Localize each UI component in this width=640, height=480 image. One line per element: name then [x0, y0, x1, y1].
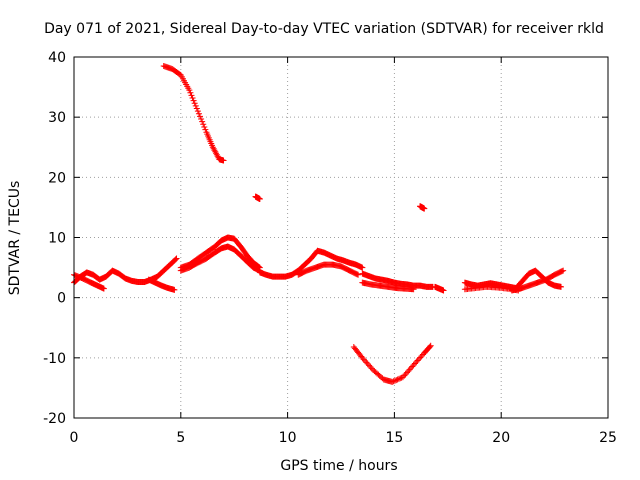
data-point — [200, 121, 207, 128]
data-point — [397, 375, 404, 382]
data-point — [394, 376, 401, 383]
series-track-negative-arc — [350, 342, 434, 385]
x-tick-label: 10 — [279, 430, 297, 446]
x-tick-labels: 0 5 10 15 20 25 — [70, 430, 617, 446]
y-tick-label: 10 — [48, 231, 66, 247]
y-tick-label: -20 — [43, 411, 66, 427]
data-points — [71, 63, 567, 385]
data-point — [256, 195, 263, 202]
series-track-mid-lower — [177, 243, 263, 274]
data-point — [368, 365, 375, 372]
data-point — [560, 267, 567, 274]
y-tick-labels: -20 -10 0 10 20 30 40 — [43, 50, 66, 427]
data-point — [406, 366, 413, 373]
y-tick-label: 30 — [48, 110, 66, 126]
series-track-high-arc — [160, 63, 227, 164]
data-point — [403, 369, 410, 376]
data-point — [187, 89, 194, 96]
y-tick-label: 20 — [48, 170, 66, 186]
y-axis-label: SDTVAR / TECUs — [7, 181, 23, 296]
chart-title: Day 071 of 2021, Sidereal Day-to-day VTE… — [44, 21, 604, 37]
data-point — [194, 108, 201, 115]
data-point — [410, 362, 417, 369]
data-point — [559, 268, 566, 275]
x-tick-label: 5 — [176, 430, 185, 446]
data-point — [172, 256, 179, 263]
data-point — [421, 205, 428, 212]
data-point — [558, 283, 565, 290]
data-point — [411, 360, 418, 367]
data-point — [189, 94, 196, 101]
data-point — [362, 357, 369, 364]
data-point — [364, 360, 371, 367]
data-point — [359, 264, 366, 271]
data-point — [418, 353, 425, 360]
series-track-afternoon-c — [431, 283, 447, 294]
data-point — [515, 287, 522, 294]
series-track-isolated-1 — [252, 193, 263, 202]
series-track-early-c — [145, 276, 178, 293]
data-point — [393, 377, 400, 384]
data-point — [354, 271, 361, 278]
data-point — [195, 110, 202, 117]
data-point — [414, 357, 421, 364]
data-point — [197, 113, 204, 120]
plot-frame — [73, 56, 609, 419]
data-point — [405, 368, 412, 375]
data-point — [391, 377, 398, 384]
data-point — [202, 126, 209, 133]
series-track-midday-b — [295, 261, 362, 278]
data-point — [186, 87, 193, 94]
data-point — [417, 354, 424, 361]
data-point — [389, 378, 396, 385]
data-point — [395, 375, 402, 382]
y-tick-label: 0 — [57, 291, 66, 307]
data-point — [188, 92, 195, 99]
data-point — [220, 157, 227, 164]
x-tick-label: 15 — [385, 430, 403, 446]
data-point — [173, 255, 180, 262]
x-tick-label: 20 — [492, 430, 510, 446]
data-point — [198, 116, 205, 123]
data-point — [407, 365, 414, 372]
y-tick-label: 40 — [48, 50, 66, 66]
data-point — [193, 105, 200, 112]
data-point — [363, 359, 370, 366]
data-point — [171, 286, 178, 293]
x-tick-label: 25 — [599, 430, 617, 446]
series-track-afternoon — [359, 270, 436, 290]
data-point — [100, 285, 107, 292]
data-point — [192, 102, 199, 109]
x-axis-label: GPS time / hours — [280, 458, 397, 474]
series-track-midday — [256, 247, 366, 280]
data-point — [199, 118, 206, 125]
data-point — [355, 271, 362, 278]
data-point — [413, 359, 420, 366]
x-tick-label: 0 — [70, 430, 79, 446]
data-point — [367, 363, 374, 370]
data-point — [366, 362, 373, 369]
series-track-evening-c — [461, 283, 522, 294]
data-point — [410, 286, 417, 293]
series-track-afternoon-b — [359, 279, 417, 293]
data-point — [426, 343, 433, 350]
data-point — [402, 371, 409, 378]
data-point — [390, 378, 397, 385]
y-tick-label: -10 — [43, 351, 66, 367]
data-point — [191, 100, 198, 107]
data-point — [440, 287, 447, 294]
data-point — [190, 97, 197, 104]
series-track-early-b — [71, 271, 107, 292]
data-point — [201, 123, 208, 130]
data-point — [415, 356, 422, 363]
data-point — [409, 363, 416, 370]
grid-lines — [74, 57, 608, 418]
series-track-isolated-2 — [417, 203, 428, 212]
data-point — [427, 342, 434, 349]
